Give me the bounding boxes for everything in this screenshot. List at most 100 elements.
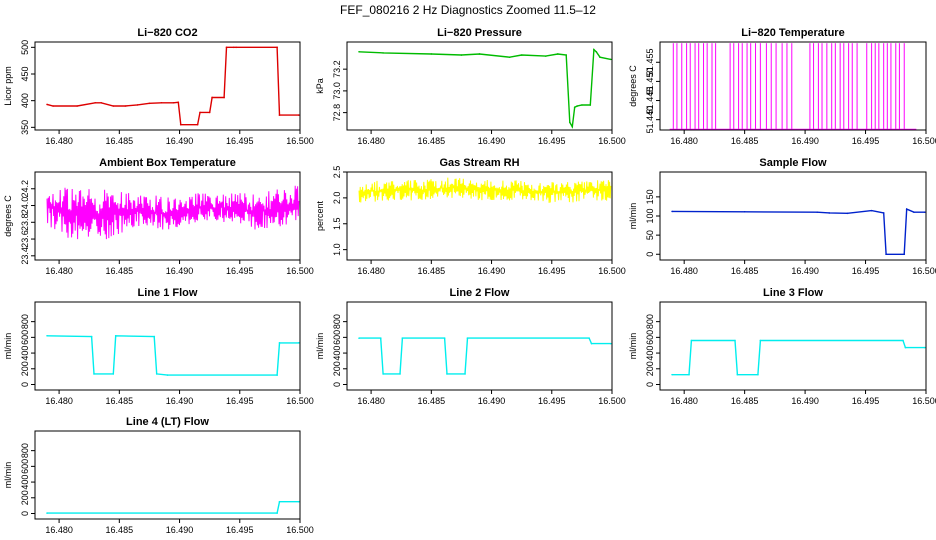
x-tick-label: 16.485 (418, 266, 446, 276)
chart-title: Line 2 Flow (450, 287, 510, 299)
data-point (588, 337, 590, 339)
data-point (573, 106, 576, 108)
data-point (172, 102, 175, 104)
x-tick-label: 16.490 (791, 396, 819, 406)
data-point (235, 46, 237, 49)
data-point (223, 96, 225, 99)
x-tick-label: 16.485 (106, 396, 134, 406)
data-point (100, 102, 103, 104)
chart-title: Li−820 CO2 (137, 27, 197, 39)
figure-title: FEF_080216 2 Hz Diagnostics Zoomed 11.5–… (340, 3, 596, 17)
data-point (401, 337, 404, 339)
x-tick-label: 16.490 (166, 266, 194, 276)
chart-panel-9: Line 3 Flow 16.480 16.485 16.490 16.495 16.50… (628, 287, 936, 406)
data-point (846, 212, 849, 215)
x-tick-label: 16.500 (286, 396, 314, 406)
data-point (581, 104, 583, 106)
data-point (232, 46, 235, 49)
x-tick-label: 16.500 (598, 136, 626, 146)
data-series (358, 48, 612, 129)
x-tick-label: 16.485 (106, 525, 134, 535)
x-tick-label: 16.500 (286, 136, 314, 146)
x-tick-label: 16.490 (478, 266, 506, 276)
data-point (759, 339, 762, 342)
data-point (923, 211, 926, 213)
y-tick-label: 1.0 (332, 243, 342, 256)
y-axis-label: degrees C (3, 195, 13, 237)
data-point (576, 105, 578, 107)
chart-title: Line 3 Flow (763, 287, 823, 299)
data-point (690, 339, 693, 342)
data-point (46, 103, 48, 106)
y-tick-label: 800 (645, 314, 655, 329)
chart-panel-7: Line 1 Flow 16.480 16.485 16.490 16.495 16.50… (3, 287, 314, 406)
data-point (278, 114, 281, 116)
data-series (671, 339, 926, 376)
x-tick-label: 16.480 (45, 136, 73, 146)
x-tick-label: 16.480 (670, 136, 698, 146)
y-tick-label: 23.4 (20, 247, 30, 265)
chart-panel-8: Line 2 Flow 16.480 16.485 16.490 16.495 16.50… (315, 287, 626, 406)
data-point (816, 211, 818, 213)
plot-frame (346, 171, 613, 261)
x-tick-label: 16.500 (912, 266, 936, 276)
data-point (211, 96, 213, 99)
data-point (199, 111, 201, 114)
x-tick-label: 16.495 (226, 525, 254, 535)
data-point (52, 105, 54, 107)
data-series (669, 43, 917, 130)
data-point (276, 374, 278, 376)
series-line (46, 335, 299, 376)
chart-title: Li−820 Temperature (741, 27, 844, 39)
y-tick-label: 600 (20, 330, 30, 345)
chart-panel-6: Sample Flow 16.480 16.485 16.490 16.495 16.50… (628, 157, 936, 276)
data-point (466, 337, 469, 339)
data-point (556, 53, 559, 55)
y-tick-label: 800 (20, 443, 30, 458)
y-tick-label: 0 (332, 382, 342, 387)
data-point (913, 211, 915, 213)
x-tick-label: 16.495 (852, 266, 880, 276)
chart-title: Sample Flow (759, 157, 827, 169)
data-point (688, 373, 690, 376)
x-tick-label: 16.490 (166, 525, 194, 535)
data-point (593, 48, 595, 51)
data-point (46, 334, 48, 337)
y-axis-label: ml/min (3, 462, 13, 489)
y-tick-label: 200 (332, 361, 342, 376)
y-tick-label: 200 (20, 490, 30, 505)
chart-title: Line 1 Flow (138, 287, 198, 299)
x-tick-label: 16.500 (598, 266, 626, 276)
data-point (460, 54, 463, 56)
y-tick-label: 600 (332, 330, 342, 345)
data-point (112, 105, 115, 107)
y-tick-label: 800 (332, 314, 342, 329)
x-tick-label: 16.490 (791, 266, 819, 276)
y-tick-label: 2.5 (332, 166, 342, 179)
plot-frame (346, 301, 613, 391)
data-point (736, 373, 739, 376)
data-point (828, 212, 831, 214)
data-point (757, 373, 759, 376)
chart-panel-3: Li−820 Temperature 16.480 16.485 16.490 16.4… (628, 27, 936, 146)
data-point (430, 53, 433, 55)
data-point (148, 102, 151, 105)
y-tick-label: 24.0 (20, 197, 30, 215)
x-tick-label: 16.480 (670, 396, 698, 406)
x-tick-label: 16.485 (731, 266, 759, 276)
y-tick-label: 800 (20, 314, 30, 329)
chart-panel-4: Ambient Box Temperature 16.480 16.485 16.49… (3, 157, 314, 276)
data-point (166, 374, 169, 376)
chart-title: Ambient Box Temperature (99, 157, 236, 169)
y-tick-label: 51.450 (645, 68, 655, 96)
y-tick-label: 400 (20, 93, 30, 108)
x-tick-label: 16.480 (45, 525, 73, 535)
data-point (903, 253, 906, 256)
y-axis-label: ml/min (315, 333, 325, 360)
data-point (734, 339, 736, 342)
data-point (160, 102, 163, 104)
y-tick-label: 24.2 (20, 180, 30, 198)
data-point (225, 46, 228, 49)
data-point (90, 335, 93, 338)
